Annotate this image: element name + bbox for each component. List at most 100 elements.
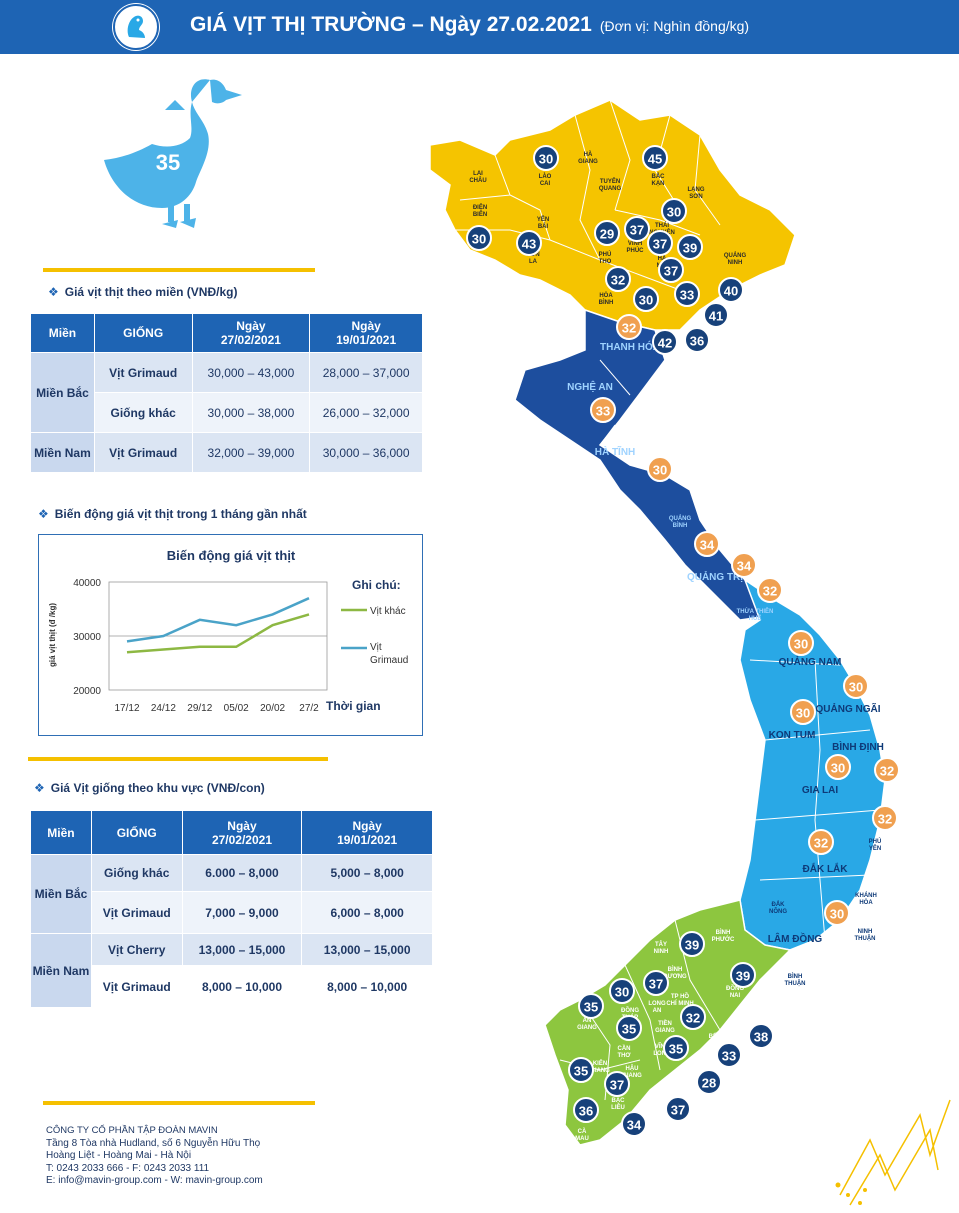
province-label: PHÚ YÊN: [869, 838, 882, 852]
price-marker-label: 37: [649, 977, 663, 992]
section-divider: [43, 1101, 315, 1105]
price-marker: [679, 931, 705, 957]
price-cell: 13,000 – 15,000: [181, 933, 303, 966]
province-label: CẦN THƠ: [617, 1045, 631, 1059]
price-marker: [643, 970, 669, 996]
price-cell: 26,000 – 32,000: [309, 392, 423, 433]
price-marker: [652, 329, 678, 355]
price-marker: [647, 456, 673, 482]
price-marker-label: 37: [610, 1078, 624, 1093]
price-marker-label: 39: [683, 241, 697, 256]
decorative-rays-icon: [835, 1099, 951, 1206]
price-marker: [604, 1071, 630, 1097]
price-marker: [730, 962, 756, 988]
price-cell: 7,000 – 9,000: [181, 891, 303, 934]
price-marker: [647, 230, 673, 256]
price-marker-label: 32: [622, 321, 636, 336]
price-marker-label: 30: [830, 907, 844, 922]
province-label: NINH THUẬN: [855, 929, 876, 942]
price-marker-label: 30: [794, 637, 808, 652]
price-marker: [696, 1069, 722, 1095]
price-cell: 30,000 – 38,000: [191, 392, 311, 433]
price-marker: [658, 257, 684, 283]
price-marker: [808, 829, 834, 855]
price-marker: [616, 1015, 642, 1041]
mavin-logo: [112, 3, 160, 51]
price-marker-label: 32: [763, 584, 777, 599]
province-label: BÌNH DƯƠNG: [663, 965, 687, 980]
region-central-south: [739, 578, 886, 951]
price-marker-label: 37: [671, 1103, 685, 1118]
province-label: KHÁNH HÒA: [855, 892, 877, 906]
price-marker-label: 30: [831, 761, 845, 776]
province-label: VĨNH LONG: [653, 1043, 671, 1057]
company-footer: CÔNG TY CỔ PHẦN TẬP ĐOÀN MAVIN Tầng 8 Tò…: [46, 1125, 263, 1188]
legend-label: Vịt khác: [370, 606, 406, 617]
price-marker: [703, 302, 729, 328]
price-marker-label: 30: [472, 232, 486, 247]
y-tick-label: 30000: [73, 632, 101, 643]
x-tick-label: 05/02: [224, 703, 249, 714]
price-marker: [661, 198, 687, 224]
province-label: KON TUM: [769, 730, 816, 741]
price-marker-label: 34: [700, 538, 715, 553]
price-marker-label: 32: [686, 1011, 700, 1026]
price-marker-label: 45: [648, 152, 662, 167]
price-marker: [605, 266, 631, 292]
region-cell: Miền Nam: [30, 933, 92, 1008]
province-label: KIÊN GIANG: [590, 1059, 610, 1074]
price-line-chart: Biến động giá vịt thịt giá vịt thịt (đ /…: [48, 548, 408, 714]
meat-price-heading: Giá vịt thịt theo miền (VNĐ/kg): [64, 285, 238, 299]
price-marker-label: 35: [584, 1000, 598, 1015]
price-marker: [757, 577, 783, 603]
price-marker: [788, 630, 814, 656]
province-label: LAI CHÂU: [469, 171, 486, 184]
price-marker: [578, 993, 604, 1019]
price-marker-label: 30: [539, 152, 553, 167]
col-header-breed: GIỐNG: [93, 313, 193, 353]
province-label: BÌNH ĐỊNH: [832, 740, 884, 753]
price-cell: 5,000 – 8,000: [301, 854, 433, 892]
company-name: CÔNG TY CỔ PHẦN TẬP ĐOÀN MAVIN: [46, 1125, 218, 1136]
price-marker-label: 40: [724, 284, 738, 299]
y-tick-label: 20000: [73, 686, 101, 697]
vietnam-price-map: HÀGIANGCAOBẰNGLAICHÂULÀOCAIBẮCKẠNTUYÊNQU…: [429, 99, 900, 1146]
x-tick-label: 20/02: [260, 703, 285, 714]
price-marker-label: 42: [658, 336, 672, 351]
price-marker: [684, 327, 710, 353]
breed-cell: Vịt Grimaud: [93, 432, 193, 473]
diamond-bullet-icon: ❖: [34, 781, 45, 795]
price-marker: [716, 1042, 742, 1068]
province-label: TP HỒ CHÍ MINH: [666, 993, 693, 1007]
x-axis-label: Thời gian: [326, 699, 381, 713]
province-label: HẬU GIANG: [622, 1065, 642, 1079]
province-label: AN GIANG: [577, 1018, 597, 1031]
price-marker-label: 38: [754, 1030, 768, 1045]
series-line-vit-khac: [126, 613, 310, 654]
page-title: GIÁ VỊT THỊ TRƯỜNG – Ngày 27.02.2021: [190, 13, 592, 36]
series-line-vit-grimaud: [126, 597, 310, 643]
price-marker: [633, 286, 659, 312]
price-marker-label: 36: [579, 1104, 593, 1119]
y-axis-label: giá vịt thịt (đ /kg): [48, 603, 57, 667]
price-marker-label: 35: [669, 1042, 683, 1057]
price-marker: [616, 314, 642, 340]
y-tick-label: 40000: [73, 578, 101, 589]
col-header-region: Miền: [30, 313, 95, 353]
price-marker: [731, 552, 757, 578]
contact-line: E: info@mavin-group.com - W: mavin-group…: [46, 1175, 263, 1186]
price-marker-label: 33: [722, 1049, 736, 1064]
section-divider: [28, 757, 328, 761]
price-marker: [718, 277, 744, 303]
price-marker-label: 32: [878, 812, 892, 827]
price-marker-label: 30: [796, 706, 810, 721]
price-marker-label: 41: [709, 309, 723, 324]
province-label: THANH HÓA: [600, 340, 660, 353]
col-header-region: Miền: [30, 810, 92, 855]
price-marker-label: 30: [653, 463, 667, 478]
address-line: Hoàng Liệt - Hoàng Mai - Hà Nội: [46, 1150, 192, 1161]
price-marker: [568, 1057, 594, 1083]
price-cell: 6.000 – 8,000: [181, 854, 303, 892]
phone-line: T: 0243 2033 666 - F: 0243 2033 111: [46, 1162, 210, 1174]
breed-cell: Vịt Cherry: [90, 933, 183, 966]
